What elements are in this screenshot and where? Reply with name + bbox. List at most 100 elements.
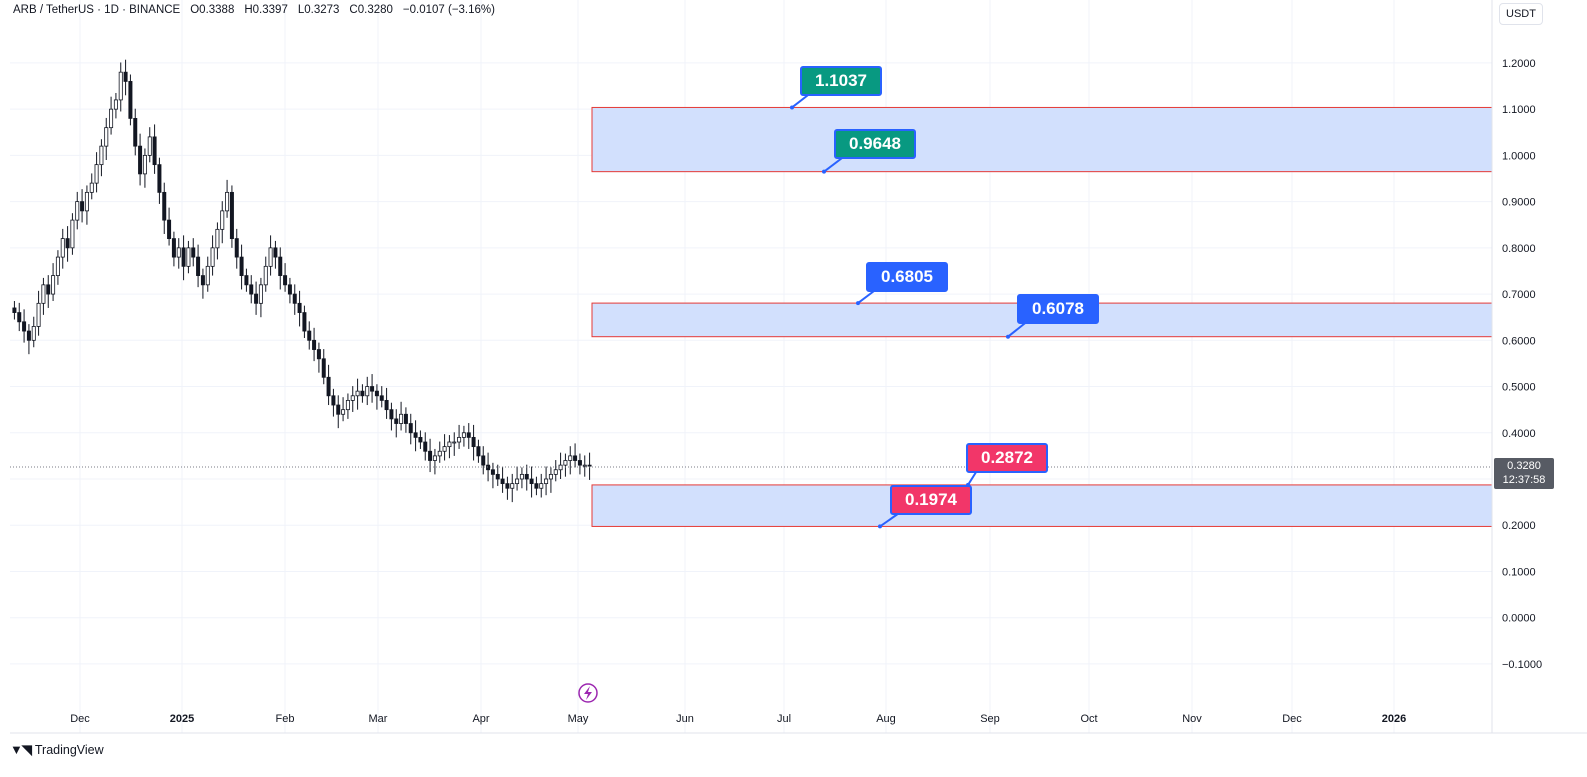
- y-tick-label: 0.8000: [1502, 243, 1536, 255]
- candle-body: [336, 404, 341, 415]
- candle-body: [118, 71, 123, 101]
- candle-body: [99, 145, 104, 166]
- y-tick-label: 0.9000: [1502, 197, 1536, 209]
- close-value: C0.3280: [349, 4, 393, 16]
- candle-body: [500, 478, 505, 485]
- current-price-tag: 0.3280 12:37:58: [1494, 458, 1554, 489]
- candle-body: [573, 455, 578, 461]
- price-label-5[interactable]: 0.2872: [966, 443, 1048, 473]
- x-tick-label: Oct: [1080, 713, 1097, 725]
- y-tick-label: 0.4000: [1502, 428, 1536, 440]
- candle-body: [476, 446, 481, 457]
- y-tick-label: 0.2000: [1502, 520, 1536, 532]
- candle-body: [84, 191, 89, 212]
- candle-body: [316, 349, 321, 360]
- currency-button[interactable]: USDT: [1499, 3, 1543, 25]
- candle-body: [123, 71, 128, 82]
- label-anchor: [1006, 334, 1010, 339]
- candle-body: [138, 145, 143, 175]
- x-tick-label: Dec: [70, 713, 90, 725]
- candle-body: [75, 201, 80, 221]
- candle-body: [403, 413, 408, 424]
- candle-body: [428, 450, 433, 461]
- lightning-icon[interactable]: [578, 683, 598, 703]
- candle-body: [461, 432, 466, 438]
- candle-body: [481, 455, 486, 466]
- candle-body: [399, 413, 404, 424]
- candle-body: [553, 469, 558, 475]
- candle-body: [326, 376, 331, 397]
- candle-body: [70, 219, 75, 249]
- candle-body: [539, 483, 544, 489]
- candle-body: [341, 409, 346, 415]
- x-tick-label: May: [568, 713, 589, 725]
- candle-body: [331, 395, 336, 406]
- candle-body: [302, 312, 307, 332]
- current-price-value: 0.3280: [1507, 460, 1541, 472]
- candle-body: [486, 464, 491, 471]
- candle-body: [297, 302, 302, 313]
- candle-body: [234, 238, 239, 258]
- candle-body: [249, 284, 254, 295]
- price-label-6[interactable]: 0.1974: [890, 485, 972, 515]
- price-label-4[interactable]: 0.6078: [1017, 294, 1099, 324]
- low-value: L0.3273: [297, 4, 340, 16]
- candle-body: [133, 118, 138, 147]
- price-label-1[interactable]: 1.1037: [800, 66, 882, 96]
- candlestick-series: [12, 59, 592, 503]
- candle-body: [258, 284, 263, 304]
- y-tick-label: 1.1000: [1502, 104, 1536, 116]
- candle-body: [51, 275, 56, 295]
- candle-body: [321, 358, 326, 378]
- candle-body: [22, 321, 27, 332]
- candle-body: [452, 441, 457, 444]
- candle-body: [389, 409, 394, 420]
- candle-body: [31, 326, 36, 341]
- label-anchor: [878, 524, 882, 529]
- candle-body: [109, 108, 114, 129]
- candle-body: [307, 330, 312, 341]
- candle-body: [490, 469, 495, 475]
- y-tick-label: 0.5000: [1502, 382, 1536, 394]
- x-tick-label: Mar: [369, 713, 388, 725]
- price-label-3[interactable]: 0.6805: [866, 262, 948, 292]
- tradingview-logo-icon: ▼◥: [10, 742, 32, 757]
- candle-body: [432, 455, 437, 461]
- symbol-title[interactable]: ARB / TetherUS · 1D · BINANCE: [13, 4, 181, 16]
- brand-name: TradingView: [34, 743, 104, 757]
- candle-body: [104, 127, 109, 147]
- price-label-2[interactable]: 0.9648: [834, 129, 916, 159]
- candle-body: [196, 256, 201, 276]
- y-axis: 1.2000 1.1000 1.0000 0.9000 0.8000 0.7000 0.60…: [1502, 58, 1542, 671]
- candle-body: [515, 478, 520, 485]
- candle-body: [384, 400, 389, 411]
- x-tick-label: Apr: [472, 713, 489, 725]
- candle-body: [563, 460, 568, 466]
- price-zone[interactable]: [591, 106, 1493, 173]
- tradingview-brand[interactable]: ▼◥ TradingView: [10, 742, 104, 758]
- candle-body: [374, 390, 379, 397]
- candle-body: [292, 293, 297, 304]
- candle-body: [471, 436, 476, 448]
- candle-body: [200, 275, 205, 286]
- candle-body: [80, 201, 85, 212]
- x-tick-label: Feb: [276, 713, 295, 725]
- candle-body: [350, 395, 355, 401]
- candle-body: [171, 238, 176, 258]
- candle-body: [529, 478, 534, 485]
- candle-body: [447, 441, 452, 448]
- x-axis: Dec 2025 Feb Mar Apr May Jun Jul Aug Sep Oct Nov Dec…: [70, 713, 1406, 725]
- candle-body: [413, 432, 418, 438]
- candle-body: [142, 154, 147, 175]
- candle-body: [505, 483, 510, 489]
- candle-body: [423, 441, 428, 452]
- candle-body: [312, 339, 317, 350]
- price-zone[interactable]: [591, 484, 1493, 527]
- y-tick-label: 1.2000: [1502, 58, 1536, 70]
- candle-body: [577, 460, 582, 466]
- candle-body: [418, 436, 423, 443]
- candle-body: [360, 390, 365, 397]
- candle-body: [278, 256, 283, 276]
- candle-body: [345, 400, 350, 411]
